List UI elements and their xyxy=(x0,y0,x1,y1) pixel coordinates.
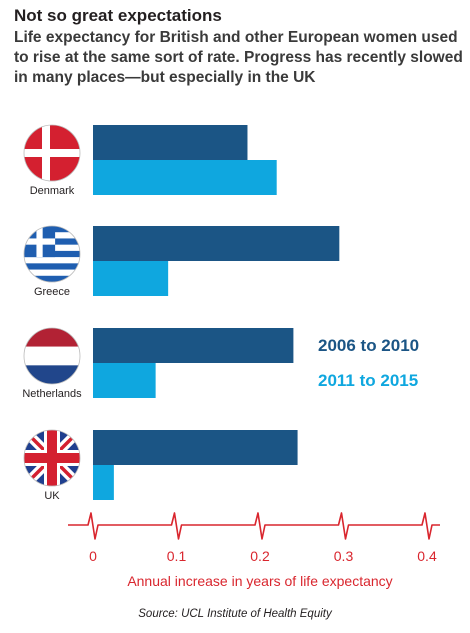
netherlands-flag-icon xyxy=(24,328,80,384)
x-tick-label: 0 xyxy=(89,548,97,564)
denmark-flag-icon xyxy=(24,125,80,181)
x-tick-label: 0.4 xyxy=(417,548,437,564)
source-note: Source: UCL Institute of Health Equity xyxy=(138,608,332,620)
bar-uk-series-2 xyxy=(93,465,114,500)
x-axis-line xyxy=(68,512,440,540)
x-tick-label: 0.2 xyxy=(250,548,270,564)
country-label-netherlands: Netherlands xyxy=(22,388,82,400)
country-label-greece: Greece xyxy=(34,286,70,298)
country-label-denmark: Denmark xyxy=(30,185,75,197)
country-label-uk: UK xyxy=(44,490,60,502)
bar-denmark-series-1 xyxy=(93,125,248,160)
greece-flag-icon xyxy=(24,226,80,282)
legend-series-1: 2006 to 2010 xyxy=(318,336,420,355)
bar-netherlands-series-1 xyxy=(93,328,294,363)
chart-subtitle: Life expectancy for British and other Eu… xyxy=(14,29,463,86)
x-tick-label: 0.1 xyxy=(167,548,187,564)
uk-flag-icon xyxy=(24,430,80,486)
x-tick-label: 0.3 xyxy=(334,548,354,564)
bar-uk-series-1 xyxy=(93,430,298,465)
chart-title: Not so great expectations xyxy=(14,6,222,25)
bar-greece-series-1 xyxy=(93,226,340,261)
bar-greece-series-2 xyxy=(93,261,169,296)
bar-denmark-series-2 xyxy=(93,160,277,195)
legend-series-2: 2011 to 2015 xyxy=(318,371,419,390)
bar-netherlands-series-2 xyxy=(93,363,156,398)
x-axis-label: Annual increase in years of life expecta… xyxy=(127,573,393,589)
